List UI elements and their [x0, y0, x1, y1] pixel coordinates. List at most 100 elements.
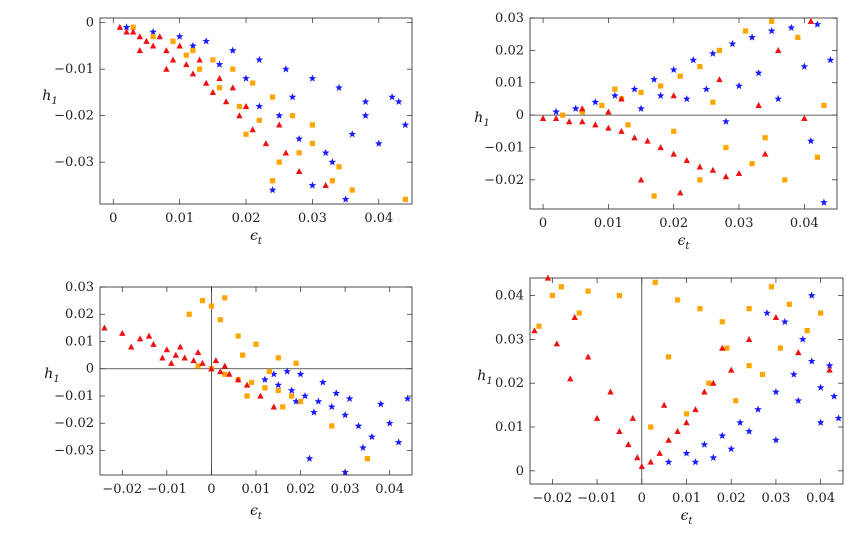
- square-point: [222, 371, 228, 377]
- y-axis-label: h1: [44, 366, 59, 385]
- square-point: [652, 279, 658, 285]
- star-point: [745, 427, 753, 435]
- star-point: [270, 370, 278, 378]
- x-tick-label: −0.02: [102, 482, 142, 497]
- star-point: [763, 309, 771, 317]
- square-point: [742, 28, 749, 34]
- triangle-point: [579, 105, 586, 112]
- square-point: [208, 303, 215, 309]
- triangle-point: [242, 102, 250, 109]
- triangle-point: [637, 176, 645, 183]
- square-point: [795, 34, 801, 41]
- star-point: [301, 391, 309, 400]
- triangle-point: [163, 346, 171, 353]
- x-tick-label: 0: [539, 216, 547, 231]
- x-axis-label: ϵt: [678, 233, 691, 252]
- square-point: [585, 288, 591, 294]
- triangle-point: [189, 70, 197, 77]
- star-point: [630, 85, 639, 93]
- scatter-panel-2: 0 0.01 0.02 0.03 0.04 0.03 0.02 0.01 0 −0.01 −0.02…: [474, 11, 838, 252]
- series-triangle: [539, 17, 815, 196]
- star-point: [348, 130, 357, 138]
- star-point: [341, 411, 349, 419]
- y-tick-label: 0.04: [495, 289, 524, 304]
- triangle-point: [728, 366, 735, 373]
- star-point: [287, 386, 296, 394]
- x-tick-label: 0.01: [594, 216, 623, 231]
- plot-frame: [99, 17, 413, 205]
- star-point: [261, 375, 269, 383]
- star-point: [772, 387, 780, 396]
- triangle-point: [145, 332, 153, 339]
- x-tick-label: −0.02: [532, 491, 572, 506]
- star-point: [314, 397, 323, 405]
- star-point: [308, 181, 317, 189]
- star-point: [754, 405, 762, 413]
- series-square: [130, 24, 408, 202]
- triangle-point: [567, 375, 574, 382]
- x-tick-label: 0: [207, 482, 215, 497]
- triangle-point: [605, 108, 612, 115]
- square-point: [248, 379, 255, 385]
- x-tick-label: 0.04: [364, 211, 393, 226]
- triangle-point: [196, 56, 203, 63]
- star-point: [682, 449, 691, 457]
- square-point: [782, 177, 788, 183]
- triangle-point: [692, 406, 699, 413]
- star-point: [650, 75, 658, 83]
- square-point: [749, 161, 755, 167]
- square-point: [250, 80, 256, 86]
- triangle-point: [181, 354, 188, 361]
- triangle-point: [552, 114, 560, 121]
- star-point: [656, 91, 665, 99]
- y-axis-label: h1: [474, 110, 489, 129]
- triangle-point: [163, 65, 170, 72]
- star-point: [335, 83, 343, 91]
- y-tick-label: 0: [516, 464, 524, 479]
- square-point: [560, 112, 566, 118]
- triangle-point: [634, 454, 641, 461]
- square-point: [671, 128, 677, 134]
- triangle-point: [234, 376, 242, 383]
- triangle-point: [618, 127, 625, 134]
- square-point: [364, 456, 371, 462]
- series-star: [552, 20, 835, 206]
- square-point: [195, 363, 201, 369]
- triangle-point: [226, 370, 233, 377]
- star-point: [591, 98, 600, 106]
- star-point: [295, 134, 303, 143]
- triangle-point: [593, 414, 601, 421]
- star-point: [709, 453, 718, 461]
- star-point: [359, 443, 367, 451]
- star-point: [296, 370, 305, 378]
- series-star: [261, 367, 412, 476]
- triangle-point: [249, 126, 256, 133]
- star-point: [403, 394, 412, 402]
- square-point: [579, 109, 585, 115]
- star-point: [354, 421, 363, 430]
- square-point: [230, 66, 236, 72]
- square-point: [651, 193, 657, 199]
- star-point: [394, 438, 403, 446]
- scatter-panel-3: −0.02 −0.01 0 0.01 0.02 0.03 0.04 0.03 0.02 0.01 0…: [44, 280, 413, 522]
- triangle-point: [169, 56, 177, 63]
- star-point: [834, 414, 843, 422]
- square-point: [222, 295, 228, 301]
- star-point: [637, 104, 645, 112]
- square-point: [612, 86, 618, 92]
- star-point: [308, 74, 317, 82]
- square-point: [217, 317, 223, 323]
- x-tick-label: 0.03: [761, 491, 790, 506]
- x-tick-label: 0: [109, 211, 117, 226]
- triangle-point: [128, 343, 135, 350]
- x-tick-label: 0.03: [331, 482, 360, 497]
- x-tick-label: −0.01: [577, 491, 617, 506]
- star-point: [700, 440, 709, 448]
- square-point: [777, 345, 783, 351]
- star-point: [283, 367, 291, 375]
- star-point: [816, 418, 825, 426]
- triangle-point: [209, 89, 217, 95]
- series-triangle: [101, 324, 278, 410]
- square-point: [723, 144, 729, 151]
- star-point: [122, 23, 131, 31]
